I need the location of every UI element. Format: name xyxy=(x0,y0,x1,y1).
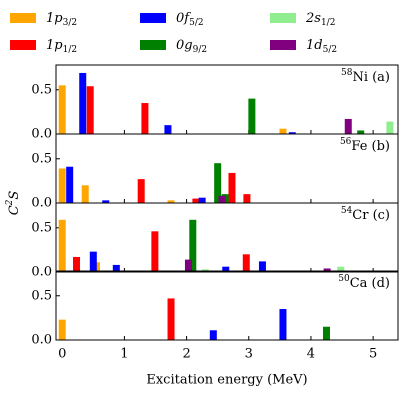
bar xyxy=(66,166,74,203)
bar xyxy=(198,197,206,203)
panel-label: 58Ni (a) xyxy=(341,68,390,85)
legend-label: 0f5/2 xyxy=(176,11,204,28)
bar xyxy=(323,268,331,272)
panel-label: 56Fe (b) xyxy=(340,137,390,154)
bar xyxy=(58,168,66,203)
bar xyxy=(164,125,172,134)
bar xyxy=(58,85,66,134)
legend-swatch xyxy=(140,13,166,23)
panel-frame xyxy=(55,202,399,273)
y-tick-label: 0.5 xyxy=(31,288,52,303)
panel: 0.0 0.5 0 1 2 3 4 5 50Ca (d) xyxy=(31,270,399,362)
bar xyxy=(357,130,365,134)
bar xyxy=(228,172,236,203)
bar xyxy=(141,103,149,134)
bar xyxy=(344,118,352,134)
y-tick-label: 0.5 xyxy=(31,151,52,166)
legend-label: 1p1/2 xyxy=(46,38,77,55)
y-tick-label: 0.5 xyxy=(31,82,52,97)
bar xyxy=(86,86,94,134)
bar xyxy=(58,319,66,340)
bar xyxy=(167,200,175,203)
legend-swatch xyxy=(10,13,36,23)
legend-label: 2s1/2 xyxy=(305,11,335,28)
bar xyxy=(279,309,287,340)
y-tick-label: 0.0 xyxy=(31,127,52,142)
bar xyxy=(218,195,226,203)
bar xyxy=(209,330,217,340)
y-tick-label: 0.0 xyxy=(31,333,52,348)
legend-label: 1p3/2 xyxy=(46,11,77,28)
bar xyxy=(73,256,81,272)
x-axis-label: Excitation energy (MeV) xyxy=(146,373,307,388)
bar xyxy=(167,298,175,340)
legend-label: 1d5/2 xyxy=(306,38,337,55)
bar xyxy=(184,259,192,272)
y-axis-label: C2S xyxy=(5,191,22,216)
panel-label: 50Ca (d) xyxy=(338,274,390,291)
x-tick-label: 5 xyxy=(369,347,377,362)
y-tick-label: 0.0 xyxy=(31,196,52,211)
bar xyxy=(81,185,89,203)
bar xyxy=(243,194,251,203)
bar xyxy=(337,266,345,272)
x-tick-label: 4 xyxy=(307,347,315,362)
x-tick-label: 2 xyxy=(182,347,190,362)
bar xyxy=(288,132,296,134)
bar xyxy=(58,219,66,272)
bar xyxy=(214,163,222,203)
bar xyxy=(242,254,250,272)
bar xyxy=(89,251,97,272)
panel: 0.0 0.5 58Ni (a) xyxy=(31,64,399,142)
legend-label: 0g9/2 xyxy=(176,38,207,55)
bar xyxy=(279,128,287,134)
panel: 0.0 0.5 56Fe (b) xyxy=(31,133,399,211)
bar xyxy=(102,200,110,203)
bar xyxy=(137,179,145,203)
x-tick-label: 0 xyxy=(58,347,66,362)
bar xyxy=(258,261,266,272)
bar xyxy=(112,264,120,272)
legend-swatch xyxy=(10,40,36,50)
panel-frame xyxy=(55,270,399,341)
bar xyxy=(189,219,197,272)
panel-label: 54Cr (c) xyxy=(341,206,390,223)
bar xyxy=(222,266,230,272)
legend-swatch xyxy=(140,40,166,50)
x-tick-label: 3 xyxy=(245,347,253,362)
legend-swatch xyxy=(270,13,296,23)
y-tick-label: 0.0 xyxy=(31,265,52,280)
panel: 0.0 0.5 54Cr (c) xyxy=(31,202,399,280)
bar xyxy=(192,198,200,203)
bar xyxy=(79,72,87,134)
bar xyxy=(322,326,330,340)
x-tick-label: 1 xyxy=(120,347,128,362)
legend-swatch xyxy=(270,40,296,50)
bar xyxy=(386,121,394,134)
y-tick-label: 0.5 xyxy=(31,220,52,235)
bar xyxy=(151,231,159,272)
bar xyxy=(248,98,256,134)
